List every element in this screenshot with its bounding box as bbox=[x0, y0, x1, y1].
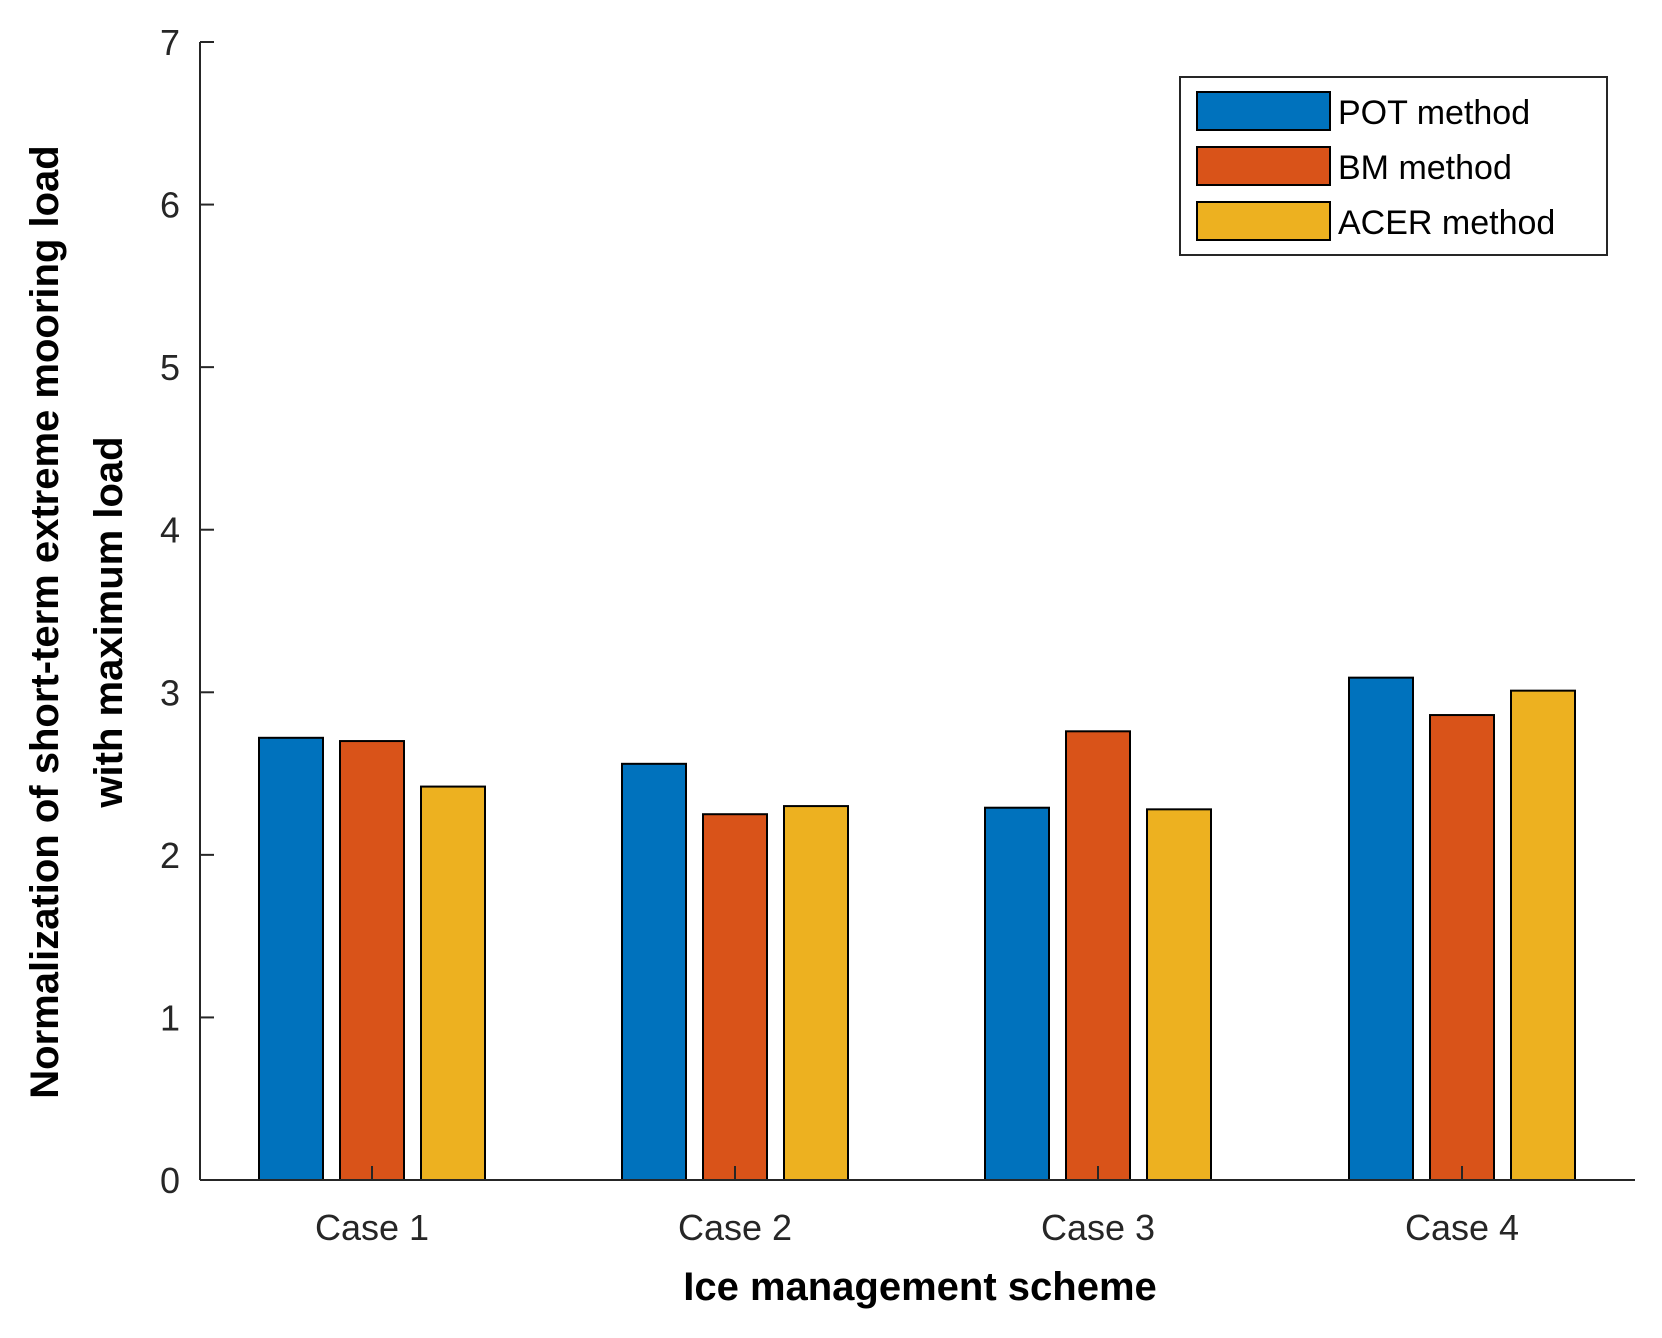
x-tick-label: Case 4 bbox=[1405, 1207, 1519, 1248]
y-tick-label: 6 bbox=[160, 185, 180, 226]
legend-swatch-pot bbox=[1196, 91, 1331, 131]
bar-acer-method-case-3 bbox=[1146, 808, 1212, 1182]
legend-label-pot: POT method bbox=[1338, 94, 1530, 132]
axes-layer bbox=[199, 42, 1635, 1181]
bar-acer-method-case-1 bbox=[420, 785, 486, 1181]
x-tick-label: Case 1 bbox=[315, 1207, 429, 1248]
x-axis-title: Ice management scheme bbox=[683, 1265, 1157, 1309]
y-tick-label: 1 bbox=[160, 997, 180, 1038]
y-tick-label: 4 bbox=[160, 510, 180, 551]
y-tick-label: 7 bbox=[160, 22, 180, 63]
y-tick-label: 2 bbox=[160, 835, 180, 876]
legend-label-acer: ACER method bbox=[1338, 204, 1555, 242]
y-tick-label: 3 bbox=[160, 672, 180, 713]
y-tick-label: 5 bbox=[160, 347, 180, 388]
x-tick-label: Case 2 bbox=[678, 1207, 792, 1248]
x-tick-label: Case 3 bbox=[1041, 1207, 1155, 1248]
y-tick-label: 0 bbox=[160, 1160, 180, 1201]
bars-layer bbox=[258, 676, 1576, 1182]
legend-swatch-acer bbox=[1196, 201, 1331, 241]
legend-swatch-bm bbox=[1196, 146, 1331, 186]
bar-acer-method-case-4 bbox=[1510, 689, 1576, 1181]
y-axis-title-line2: with maximum load bbox=[87, 436, 131, 808]
bar-pot-method-case-3 bbox=[984, 806, 1050, 1181]
bar-pot-method-case-1 bbox=[258, 736, 324, 1181]
bar-bm-method-case-2 bbox=[702, 813, 768, 1181]
y-axis-title-line1: Normalization of short-term extreme moor… bbox=[23, 145, 67, 1098]
bar-bm-method-case-4 bbox=[1429, 714, 1495, 1181]
bar-pot-method-case-2 bbox=[621, 762, 687, 1181]
bar-bm-method-case-1 bbox=[339, 740, 405, 1181]
legend: POT method BM method ACER method bbox=[1179, 76, 1608, 256]
legend-label-bm: BM method bbox=[1338, 149, 1512, 187]
bar-pot-method-case-4 bbox=[1348, 676, 1414, 1181]
bar-bm-method-case-3 bbox=[1065, 730, 1131, 1181]
bar-acer-method-case-2 bbox=[783, 805, 849, 1181]
ticks-layer: 0 1 2 3 4 5 6 7 Case 1 Case 2 Case 3 Case 4 bbox=[160, 22, 1519, 1248]
